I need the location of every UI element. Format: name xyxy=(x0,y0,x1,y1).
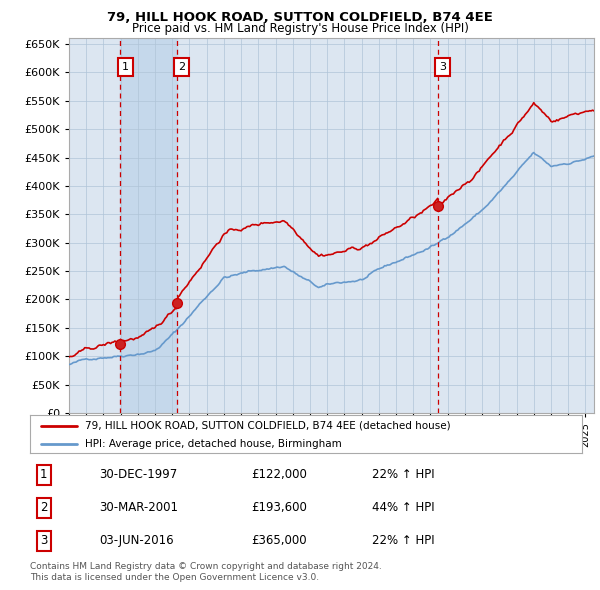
Text: 79, HILL HOOK ROAD, SUTTON COLDFIELD, B74 4EE: 79, HILL HOOK ROAD, SUTTON COLDFIELD, B7… xyxy=(107,11,493,24)
Text: £365,000: £365,000 xyxy=(251,534,307,548)
Text: 22% ↑ HPI: 22% ↑ HPI xyxy=(372,468,435,481)
Text: 3: 3 xyxy=(439,62,446,72)
Text: 03-JUN-2016: 03-JUN-2016 xyxy=(99,534,173,548)
Text: 2: 2 xyxy=(178,62,185,72)
Text: Contains HM Land Registry data © Crown copyright and database right 2024.
This d: Contains HM Land Registry data © Crown c… xyxy=(30,562,382,582)
Text: 79, HILL HOOK ROAD, SUTTON COLDFIELD, B74 4EE (detached house): 79, HILL HOOK ROAD, SUTTON COLDFIELD, B7… xyxy=(85,421,451,431)
Text: £122,000: £122,000 xyxy=(251,468,307,481)
Text: HPI: Average price, detached house, Birmingham: HPI: Average price, detached house, Birm… xyxy=(85,438,342,448)
Text: 2: 2 xyxy=(40,501,47,514)
Text: 30-MAR-2001: 30-MAR-2001 xyxy=(99,501,178,514)
Text: £193,600: £193,600 xyxy=(251,501,307,514)
Text: 1: 1 xyxy=(40,468,47,481)
Text: 3: 3 xyxy=(40,534,47,548)
Text: 1: 1 xyxy=(122,62,129,72)
Text: 30-DEC-1997: 30-DEC-1997 xyxy=(99,468,177,481)
Text: Price paid vs. HM Land Registry's House Price Index (HPI): Price paid vs. HM Land Registry's House … xyxy=(131,22,469,35)
Text: 44% ↑ HPI: 44% ↑ HPI xyxy=(372,501,435,514)
Text: 22% ↑ HPI: 22% ↑ HPI xyxy=(372,534,435,548)
Bar xyxy=(121,38,176,413)
